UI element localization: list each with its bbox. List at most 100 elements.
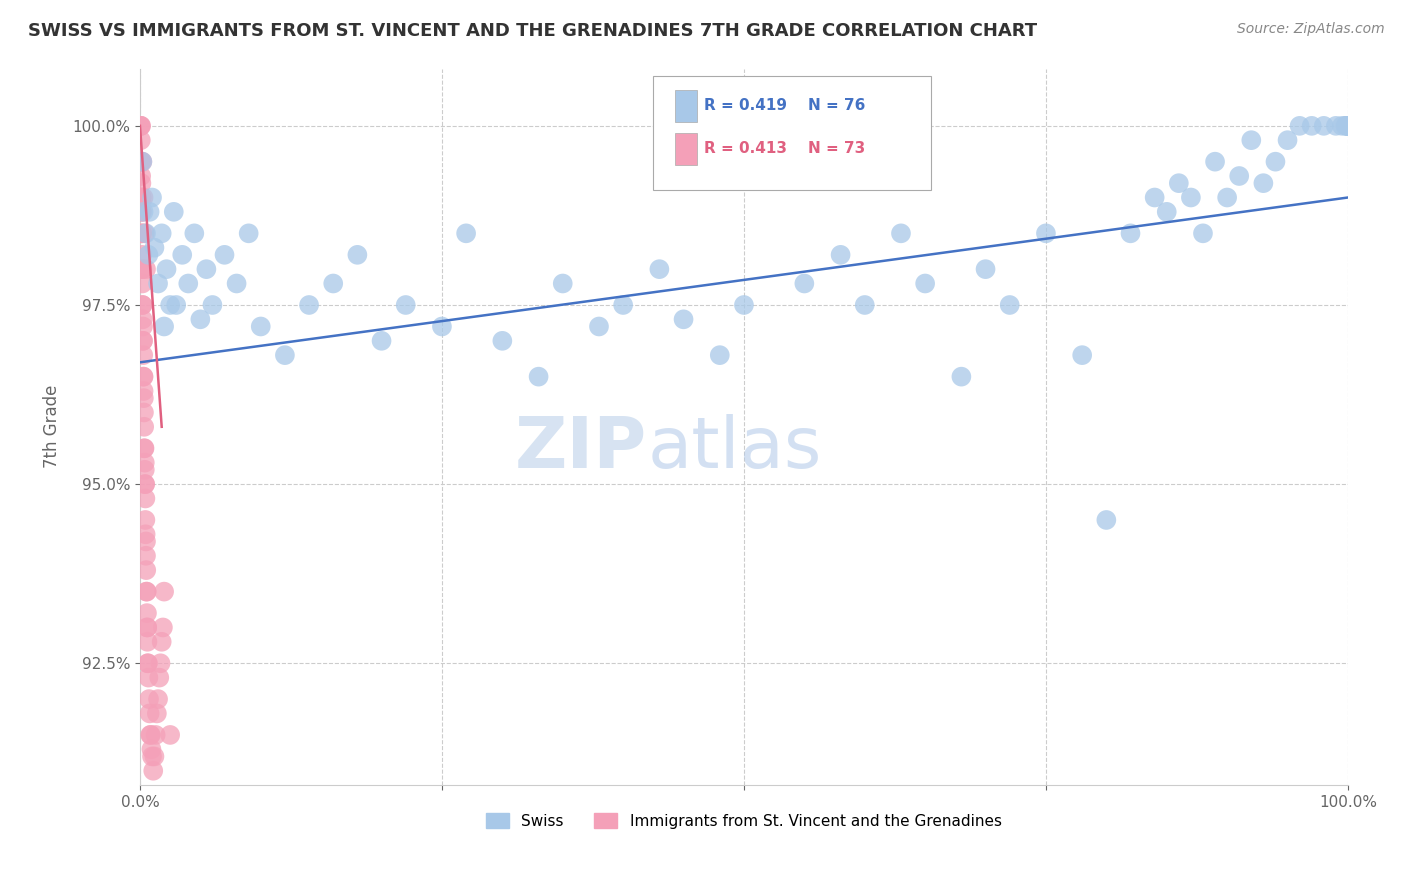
Point: [143, 749, 166, 764]
Point: [132, 384, 155, 398]
Point: [132, 369, 155, 384]
Point: [163, 204, 186, 219]
Point: [830, 248, 852, 262]
Point: [134, 463, 156, 477]
Point: [131, 204, 153, 219]
Point: [1337, 119, 1360, 133]
Point: [150, 634, 173, 648]
Point: [134, 491, 156, 506]
Point: [1264, 154, 1286, 169]
Point: [183, 227, 205, 241]
Point: [135, 584, 157, 599]
Point: [138, 248, 160, 262]
Point: [1313, 119, 1336, 133]
Point: [136, 657, 159, 671]
Point: [134, 227, 156, 241]
Point: [136, 606, 159, 620]
Point: [1227, 169, 1250, 183]
Point: [135, 227, 157, 241]
Text: SWISS VS IMMIGRANTS FROM ST. VINCENT AND THE GRENADINES 7TH GRADE CORRELATION CH: SWISS VS IMMIGRANTS FROM ST. VINCENT AND…: [28, 22, 1038, 40]
Point: [129, 119, 152, 133]
Point: [139, 728, 162, 742]
Point: [588, 319, 610, 334]
Point: [131, 312, 153, 326]
Point: [132, 334, 155, 348]
Point: [135, 534, 157, 549]
Point: [1216, 190, 1239, 204]
Text: Source: ZipAtlas.com: Source: ZipAtlas.com: [1237, 22, 1385, 37]
Point: [238, 227, 260, 241]
Point: [793, 277, 815, 291]
Point: [1288, 119, 1310, 133]
Point: [132, 334, 155, 348]
Point: [201, 298, 224, 312]
Y-axis label: 7th Grade: 7th Grade: [44, 385, 60, 468]
Point: [1253, 176, 1275, 190]
Point: [1337, 119, 1360, 133]
Point: [131, 190, 153, 204]
Point: [134, 456, 156, 470]
Point: [974, 262, 997, 277]
Point: [153, 319, 176, 334]
Point: [395, 298, 418, 312]
Point: [853, 298, 876, 312]
Point: [648, 262, 671, 277]
Point: [249, 319, 271, 334]
Point: [551, 277, 574, 291]
Point: [890, 227, 912, 241]
Point: [135, 584, 157, 599]
Point: [131, 154, 153, 169]
Point: [135, 527, 157, 541]
Point: [129, 133, 152, 147]
Point: [527, 369, 550, 384]
Legend: Swiss, Immigrants from St. Vincent and the Grenadines: Swiss, Immigrants from St. Vincent and t…: [481, 806, 1008, 835]
Point: [1336, 119, 1358, 133]
Point: [214, 248, 236, 262]
Point: [132, 319, 155, 334]
Point: [150, 227, 173, 241]
Point: [136, 620, 159, 634]
Point: [298, 298, 321, 312]
Bar: [675, 133, 697, 165]
Point: [1337, 119, 1360, 133]
Point: [138, 692, 160, 706]
Point: [131, 277, 153, 291]
Point: [165, 298, 187, 312]
Point: [131, 248, 153, 262]
Point: [1167, 176, 1189, 190]
Point: [709, 348, 731, 362]
Point: [129, 119, 152, 133]
Point: [135, 563, 157, 577]
Point: [149, 657, 172, 671]
Point: [146, 692, 169, 706]
Point: [141, 749, 163, 764]
Point: [159, 298, 181, 312]
Point: [136, 620, 159, 634]
Point: [131, 298, 153, 312]
Point: [135, 262, 157, 277]
Point: [134, 419, 156, 434]
Text: ZIP: ZIP: [515, 414, 647, 483]
Point: [1192, 227, 1215, 241]
Point: [143, 241, 166, 255]
Point: [132, 369, 155, 384]
Point: [135, 549, 157, 563]
Point: [1071, 348, 1094, 362]
Point: [1277, 133, 1299, 147]
Point: [136, 634, 159, 648]
Point: [132, 391, 155, 405]
Point: [370, 334, 392, 348]
Point: [138, 706, 160, 721]
Bar: [675, 90, 697, 122]
Point: [346, 248, 368, 262]
Point: [132, 348, 155, 362]
Point: [138, 204, 160, 219]
Point: [950, 369, 973, 384]
Point: [138, 671, 160, 685]
Text: atlas: atlas: [647, 414, 821, 483]
Text: R = 0.413    N = 73: R = 0.413 N = 73: [704, 141, 865, 156]
Point: [146, 706, 169, 721]
Point: [430, 319, 453, 334]
Point: [153, 584, 176, 599]
Point: [1324, 119, 1347, 133]
